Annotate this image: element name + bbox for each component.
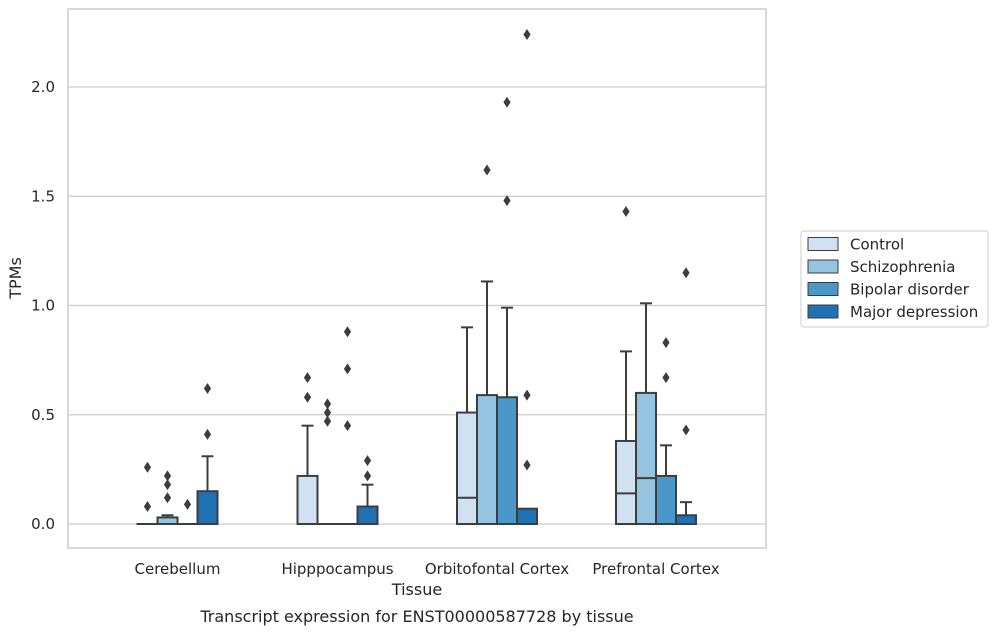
legend-label: Bipolar disorder bbox=[850, 281, 970, 299]
box-body bbox=[358, 507, 378, 524]
y-tick-label: 0.5 bbox=[31, 406, 55, 424]
legend-swatch bbox=[808, 260, 838, 273]
box-body bbox=[298, 476, 318, 524]
y-tick-label: 1.5 bbox=[31, 187, 55, 205]
legend: Control Schizophrenia Bipolar disorder Majo… bbox=[801, 231, 988, 327]
legend-label: Major depression bbox=[850, 303, 978, 321]
legend-swatch bbox=[808, 238, 838, 251]
box-body bbox=[616, 441, 636, 524]
legend-swatch bbox=[808, 305, 838, 318]
x-tick-label: Orbitofontal Cortex bbox=[425, 560, 569, 578]
chart-caption: Transcript expression for ENST0000058772… bbox=[199, 607, 633, 626]
box-body bbox=[457, 413, 477, 524]
x-tick-label: Cerebellum bbox=[135, 560, 221, 578]
box-body bbox=[676, 515, 696, 524]
x-tick-label: Hipppocampus bbox=[281, 560, 393, 578]
y-tick-label: 1.0 bbox=[31, 297, 55, 315]
x-axis-label: Tissue bbox=[391, 580, 442, 599]
y-tick-label: 2.0 bbox=[31, 78, 55, 96]
y-axis-label: TPMs bbox=[6, 257, 25, 300]
box-body bbox=[477, 395, 497, 524]
box-body bbox=[198, 491, 218, 524]
box-body bbox=[656, 476, 676, 524]
box-body bbox=[497, 397, 517, 524]
box-body bbox=[517, 509, 537, 524]
legend-swatch bbox=[808, 283, 838, 296]
legend-label: Control bbox=[850, 236, 904, 254]
box-body bbox=[636, 393, 656, 524]
y-tick-label: 0.0 bbox=[31, 515, 55, 533]
x-tick-label: Prefrontal Cortex bbox=[592, 560, 719, 578]
legend-label: Schizophrenia bbox=[850, 258, 955, 276]
